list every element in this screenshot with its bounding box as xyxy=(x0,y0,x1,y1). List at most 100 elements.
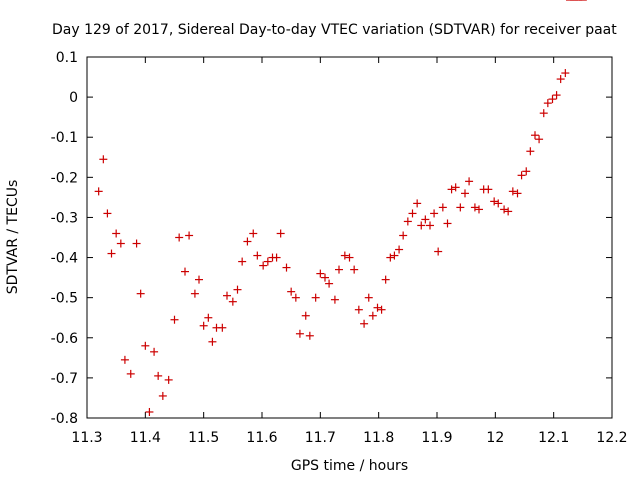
data-point xyxy=(259,261,268,270)
data-point xyxy=(325,279,334,288)
data-point xyxy=(430,209,439,218)
data-point xyxy=(116,239,125,248)
data-point xyxy=(291,293,300,302)
x-tick-label: 11.5 xyxy=(188,430,219,446)
data-point xyxy=(386,253,395,262)
data-point xyxy=(295,329,304,338)
data-point xyxy=(504,207,513,216)
data-point xyxy=(136,289,145,298)
data-point xyxy=(238,257,247,266)
data-point xyxy=(484,185,493,194)
data-point xyxy=(185,231,194,240)
data-point xyxy=(517,171,526,180)
data-point xyxy=(381,275,390,284)
data-point xyxy=(175,233,184,242)
y-tick-label: 0 xyxy=(69,90,78,106)
data-point xyxy=(145,407,154,416)
data-point xyxy=(403,217,412,226)
data-point xyxy=(103,209,112,218)
data-point xyxy=(107,249,116,258)
data-points xyxy=(94,0,587,416)
data-point xyxy=(195,275,203,284)
data-point xyxy=(233,285,242,294)
data-point xyxy=(340,251,349,260)
data-point xyxy=(556,75,565,84)
data-point xyxy=(170,315,179,324)
data-point xyxy=(112,229,121,238)
data-point xyxy=(316,269,325,278)
data-point xyxy=(126,369,135,378)
y-tick-label: 0.1 xyxy=(56,50,78,66)
data-point xyxy=(287,287,296,296)
y-tick-label: -0.6 xyxy=(51,331,78,347)
data-point xyxy=(508,187,517,196)
y-tick-label: -0.3 xyxy=(51,210,78,226)
data-point xyxy=(535,135,544,144)
data-point xyxy=(561,69,570,78)
x-axis-label: GPS time / hours xyxy=(291,458,408,474)
data-point xyxy=(543,99,552,108)
data-point xyxy=(461,189,469,198)
data-point xyxy=(305,331,314,340)
data-point xyxy=(94,187,103,196)
data-point xyxy=(282,263,291,272)
data-point xyxy=(360,319,369,328)
data-point xyxy=(99,155,108,164)
data-point xyxy=(243,237,252,246)
plot-frame xyxy=(86,56,613,419)
data-point xyxy=(413,199,422,208)
data-point xyxy=(421,215,430,224)
y-tick-label: -0.8 xyxy=(51,411,78,427)
data-point xyxy=(513,189,522,198)
y-axis-label: SDTVAR / TECUs xyxy=(5,180,21,295)
data-point xyxy=(181,267,189,276)
data-point xyxy=(417,221,426,230)
data-point xyxy=(330,295,339,304)
data-point xyxy=(364,293,373,302)
data-point xyxy=(228,297,237,306)
y-tick-label: -0.7 xyxy=(51,371,78,387)
data-point xyxy=(354,305,363,314)
data-point xyxy=(552,91,561,100)
x-axis-ticks: 11.3 11.4 11.5 11.6 11.7 11.8 11.9 12 12.1 12.2 xyxy=(71,57,628,446)
data-point xyxy=(164,375,173,384)
data-point xyxy=(408,209,417,218)
x-tick-label: 11.3 xyxy=(71,430,102,446)
y-tick-label: -0.5 xyxy=(51,291,78,307)
data-point xyxy=(335,265,343,274)
data-point xyxy=(345,253,354,262)
data-point xyxy=(373,303,382,312)
data-point xyxy=(272,253,281,262)
x-tick-label: 11.9 xyxy=(421,430,452,446)
data-point xyxy=(218,323,227,332)
data-point xyxy=(447,185,456,194)
data-point xyxy=(301,311,310,320)
data-point xyxy=(548,95,557,104)
data-point xyxy=(465,177,474,186)
data-point xyxy=(311,293,320,302)
data-point xyxy=(539,109,548,118)
x-tick-label: 12.2 xyxy=(596,430,627,446)
data-point xyxy=(223,291,231,300)
data-point xyxy=(434,247,443,256)
data-point xyxy=(190,289,199,298)
data-point xyxy=(470,203,479,212)
x-tick-label: 12.1 xyxy=(538,430,569,446)
data-point xyxy=(426,221,434,230)
y-tick-label: -0.4 xyxy=(51,251,78,267)
data-point xyxy=(208,337,217,346)
data-point xyxy=(526,147,535,156)
data-point xyxy=(522,167,531,176)
data-point xyxy=(321,273,329,282)
data-point xyxy=(399,231,408,240)
data-point xyxy=(490,197,499,206)
data-point xyxy=(204,313,213,322)
data-point xyxy=(531,131,539,140)
data-point xyxy=(132,239,141,248)
data-point xyxy=(438,203,447,212)
data-point xyxy=(199,321,208,330)
x-tick-label: 11.4 xyxy=(130,430,161,446)
data-point xyxy=(350,265,359,274)
data-point xyxy=(494,199,503,208)
data-point xyxy=(158,391,167,400)
